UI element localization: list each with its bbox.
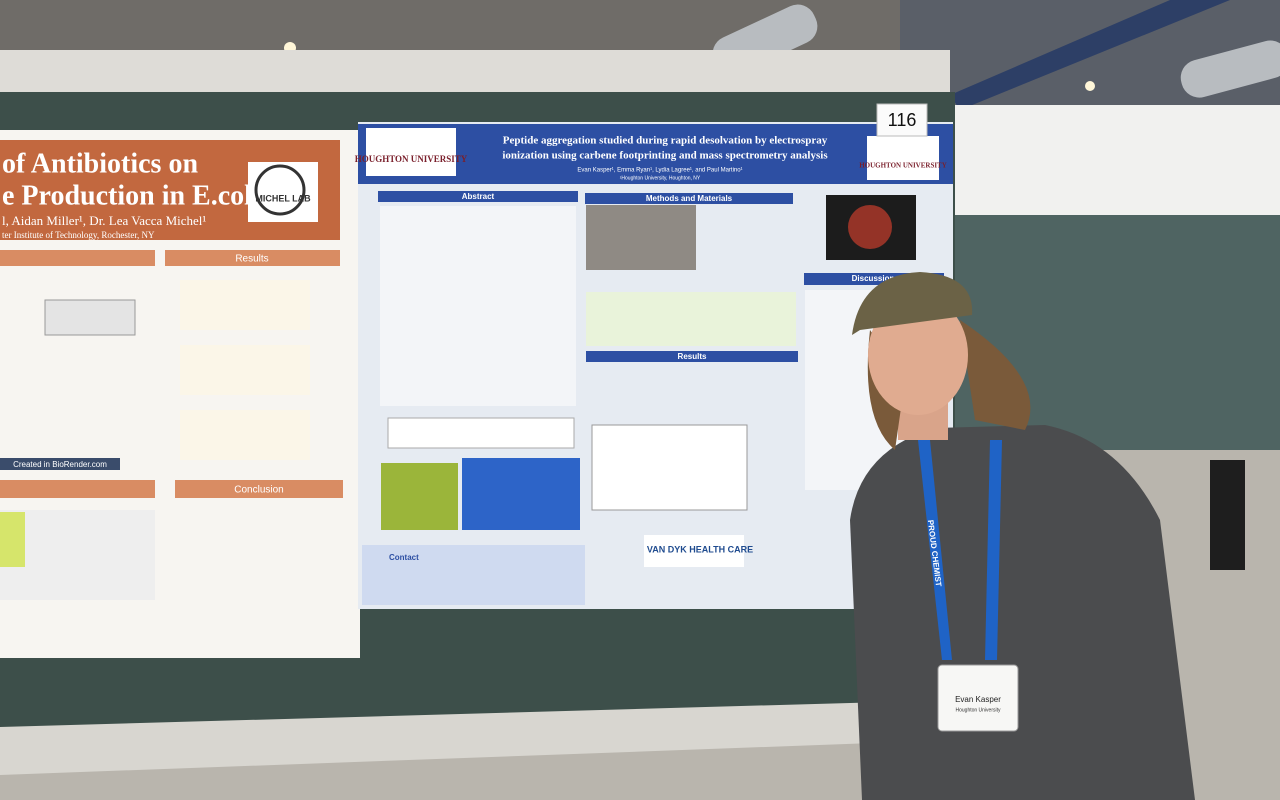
diagram xyxy=(44,299,136,336)
main-poster-authors: Evan Kasper¹, Emma Ryan¹, Lydia Lagree¹,… xyxy=(577,168,742,174)
main-poster-affiliation: ¹Houghton University, Houghton, NY xyxy=(620,175,701,181)
board-frame-bottom xyxy=(0,700,955,775)
number-card xyxy=(876,103,928,137)
left-poster-logo: MICHEL LAB xyxy=(255,193,311,203)
figure-photo xyxy=(381,463,458,530)
poster-number: 116 xyxy=(888,110,917,130)
section-heading: Discussion xyxy=(852,274,895,283)
biorender-bar xyxy=(0,458,120,470)
chart-figure xyxy=(180,410,310,460)
truss xyxy=(950,0,1230,110)
reaction-scheme xyxy=(387,417,575,449)
university-logo-text: HOUGHTON UNIVERSITY xyxy=(859,162,947,170)
left-poster-authors: l, Aidan Miller¹, Dr. Lea Vacca Michel¹ xyxy=(2,213,206,228)
section-heading: Abstract xyxy=(462,192,495,201)
mass-spectrum xyxy=(591,424,748,511)
left-poster-title: of Antibiotics on xyxy=(2,148,198,179)
lanyard xyxy=(985,440,1002,660)
table xyxy=(0,510,155,600)
contact-heading: Contact xyxy=(389,553,419,562)
section-heading: Results xyxy=(678,352,707,361)
main-poster-title: Peptide aggregation studied during rapid… xyxy=(503,135,828,147)
university-logo xyxy=(867,136,939,180)
hair xyxy=(867,320,1031,450)
main-poster-header xyxy=(358,124,953,184)
badge-name: Evan Kasper xyxy=(955,695,1001,704)
heatmap-blob xyxy=(848,205,892,249)
legs xyxy=(1210,460,1245,570)
biorender-note: Created in BioRender.com xyxy=(13,460,107,469)
duct xyxy=(1180,40,1280,98)
section-bar xyxy=(585,193,793,204)
left-poster-title: e Production in E.coli xyxy=(2,180,260,211)
left-poster-affiliation: ter Institute of Technology, Rochester, … xyxy=(2,230,155,240)
cap xyxy=(852,272,973,335)
contact-box xyxy=(362,545,585,605)
section-bar xyxy=(378,191,578,202)
section-bar xyxy=(165,250,340,266)
university-logo xyxy=(366,128,456,176)
badge-org: Houghton University xyxy=(955,707,1001,713)
text-block xyxy=(380,206,576,406)
chart-figure xyxy=(180,345,310,395)
curtain xyxy=(950,105,1280,215)
section-heading: Methods and Materials xyxy=(646,194,733,203)
university-logo-text: HOUGHTON UNIVERSITY xyxy=(355,154,468,164)
sponsor-name: VAN DYK HEALTH CARE xyxy=(647,544,753,554)
logo-circle xyxy=(254,164,306,216)
sponsor-logo xyxy=(644,535,744,567)
logo-box xyxy=(248,162,318,222)
board-frame-top xyxy=(0,50,950,95)
lanyard xyxy=(918,440,952,660)
section-bar xyxy=(0,250,155,266)
method-list xyxy=(586,292,796,346)
section-heading: Results xyxy=(235,254,268,265)
table-highlight xyxy=(0,512,25,567)
light xyxy=(1085,81,1095,91)
chart-figure xyxy=(180,280,310,330)
figure-diagram xyxy=(462,458,580,530)
section-bar xyxy=(0,480,155,498)
section-bar xyxy=(586,351,798,362)
apparatus-photo xyxy=(586,205,696,270)
badge xyxy=(937,664,1019,732)
main-poster-title: ionization using carbene footprinting an… xyxy=(502,150,828,162)
section-bar xyxy=(175,480,343,498)
section-heading: Conclusion xyxy=(234,485,283,496)
